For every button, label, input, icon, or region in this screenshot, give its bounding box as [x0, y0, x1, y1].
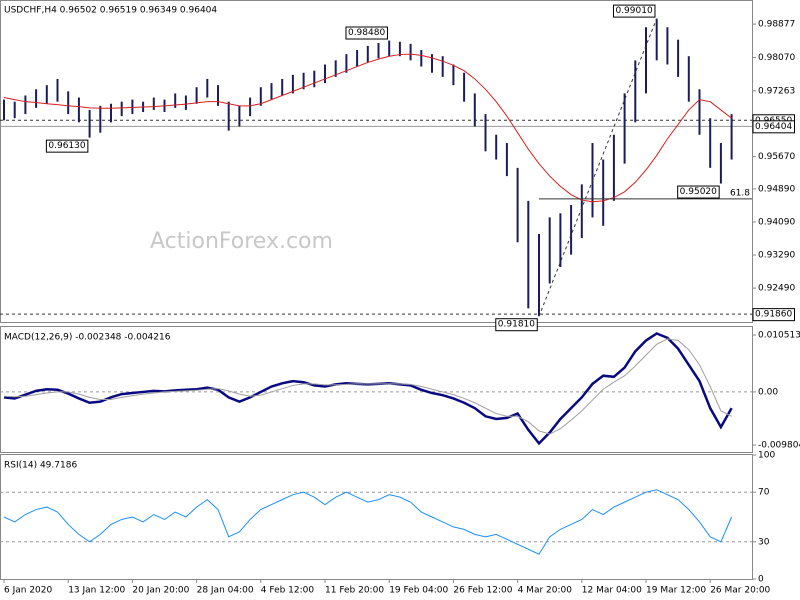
y-tick-label: 0.00	[758, 387, 778, 397]
x-tick-label: 19 Mar 12:00	[646, 586, 706, 596]
level-label-box	[752, 308, 795, 322]
x-tick-label: 19 Feb 04:00	[389, 586, 448, 596]
annotation: 0.91810	[498, 320, 535, 330]
y-tick-label: 100	[758, 451, 775, 461]
level-label-box	[752, 120, 795, 134]
x-tick-label: 4 Feb 12:00	[261, 586, 315, 596]
y-tick-label: 30	[758, 537, 770, 547]
x-tick-label: 13 Jan 12:00	[68, 586, 125, 596]
x-tick-label: 4 Mar 20:00	[518, 586, 573, 596]
y-tick-label: 0.97263	[758, 86, 795, 96]
annotation-box	[345, 26, 388, 40]
level-label: 0.96404	[755, 122, 792, 132]
annotation-box	[612, 4, 656, 18]
y-tick-label: 0	[758, 575, 764, 585]
y-tick-label: 70	[758, 488, 770, 498]
panel-title: RSI(14) 49.7186	[4, 461, 77, 471]
x-tick-label: 26 Mar 20:00	[710, 586, 770, 596]
moving-average	[3, 53, 732, 203]
y-tick-label: 0.98070	[758, 53, 795, 63]
price-frame	[0, 0, 753, 323]
annotation-box	[45, 139, 89, 153]
x-tick-label: 26 Feb 12:00	[453, 586, 512, 596]
indicator-line	[3, 489, 733, 555]
annotation: 0.99010	[615, 6, 652, 16]
rsi-frame	[0, 454, 753, 580]
annotation-box	[677, 185, 720, 199]
annotation: 0.95020	[680, 187, 717, 197]
y-tick-label: 0.94890	[758, 184, 795, 194]
fib-label: 61.8	[730, 188, 750, 198]
level-label: 0.91860	[755, 310, 792, 320]
annotation-box	[495, 318, 538, 332]
y-tick-label: 0.93290	[758, 251, 795, 261]
y-tick-label: 0.98877	[758, 20, 795, 30]
trend-line	[538, 18, 658, 317]
y-tick-label: 0.010513	[758, 331, 800, 341]
indicator-line	[3, 338, 732, 435]
x-tick-label: 20 Jan 20:00	[132, 586, 189, 596]
macd-frame	[0, 326, 753, 453]
indicator-line	[3, 332, 733, 446]
x-tick-label: 12 Mar 04:00	[582, 586, 642, 596]
annotation: 0.96130	[48, 141, 85, 151]
y-tick-label: 0.94090	[758, 217, 795, 227]
y-tick-label: 0.95670	[758, 152, 795, 162]
y-tick-label: 0.92490	[758, 284, 795, 294]
x-tick-label: 6 Jan 2020	[4, 586, 52, 596]
panel-title: USDCHF,H4 0.96502 0.96519 0.96349 0.9640…	[4, 6, 217, 16]
panel-title: MACD(12,26,9) -0.002348 -0.004216	[4, 333, 171, 343]
x-tick-label: 28 Jan 04:00	[197, 586, 254, 596]
x-tick-label: 11 Feb 20:00	[325, 586, 384, 596]
watermark: ActionForex.com	[150, 229, 333, 254]
y-tick-label: -0.009804	[758, 440, 800, 450]
annotation: 0.98480	[348, 28, 385, 38]
